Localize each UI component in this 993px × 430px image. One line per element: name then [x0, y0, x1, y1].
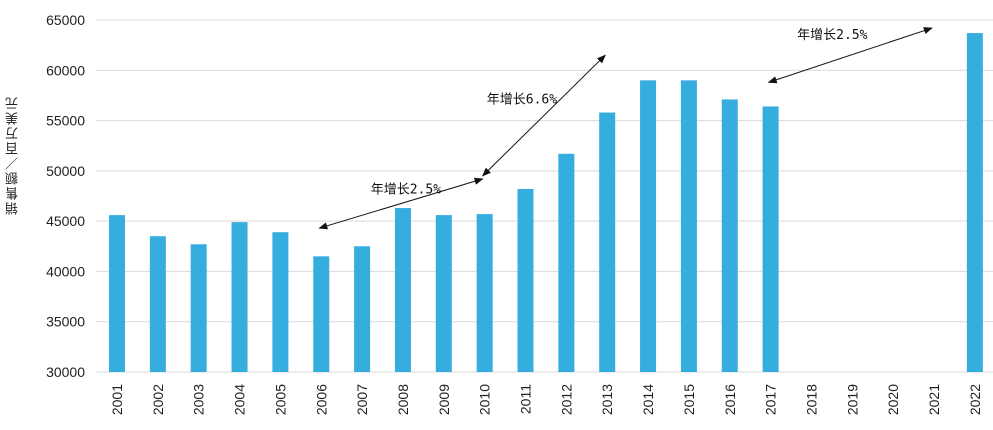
annotation-arrow [482, 54, 606, 177]
annotation-arrow [318, 177, 484, 230]
x-tick-label: 2001 [109, 384, 125, 415]
y-tick-label: 35000 [46, 314, 85, 330]
grid-layer [96, 19, 993, 373]
y-tick-label: 45000 [46, 213, 85, 229]
x-tick-label: 2004 [232, 384, 248, 415]
bar [558, 153, 575, 372]
x-tick-label: 2016 [722, 384, 738, 415]
x-tick-label: 2007 [354, 384, 370, 415]
x-tick-label: 2017 [763, 384, 779, 415]
x-tick-label: 2002 [150, 384, 166, 415]
x-tick-label: 2021 [926, 384, 942, 415]
x-tick-label: 2010 [477, 384, 493, 415]
bar [231, 222, 248, 372]
bar [354, 246, 371, 372]
bar [517, 188, 534, 372]
bar [313, 256, 330, 372]
y-tick-label: 60000 [46, 62, 85, 78]
x-tick-label: 2011 [518, 384, 534, 414]
bar [190, 244, 207, 372]
bar [966, 33, 983, 373]
bar [149, 236, 166, 372]
x-tick-label: 2018 [803, 384, 819, 415]
x-tick-label: 2009 [436, 384, 452, 415]
x-tick-label: 2003 [191, 384, 207, 415]
bar [721, 99, 738, 373]
x-tick-label: 2005 [272, 384, 288, 415]
annotation-layer: 年增长2.5% 年增长6.6% 年增长2.5% [318, 27, 933, 230]
bar [599, 112, 616, 373]
x-tick-label: 2013 [599, 384, 615, 415]
annotation-label: 年增长2.5% [371, 183, 441, 198]
bar [476, 214, 493, 372]
x-tick-label: 2022 [967, 384, 983, 415]
x-tick-label: 2019 [844, 384, 860, 415]
y-tick-label: 30000 [46, 364, 85, 380]
y-tick-label: 40000 [46, 263, 85, 279]
x-tick-label: 2006 [313, 384, 329, 415]
annotation-label: 年增长2.5% [797, 28, 867, 43]
axis-layer: 30000 35000 40000 45000 50000 55000 60000 65000… [46, 12, 983, 415]
x-tick-label: 2012 [558, 384, 574, 415]
bar [394, 208, 411, 372]
bar [640, 80, 657, 372]
annotation-label: 年增长6.6% [487, 93, 557, 108]
bar [762, 106, 779, 373]
bar [435, 215, 452, 372]
annotation-arrow [767, 27, 933, 84]
x-tick-label: 2008 [395, 384, 411, 415]
x-tick-label: 2015 [681, 384, 697, 415]
y-tick-label: 55000 [46, 113, 85, 129]
bar [680, 80, 697, 372]
bar-layer [109, 33, 983, 373]
y-tick-label: 65000 [46, 12, 85, 28]
x-tick-label: 2020 [885, 384, 901, 415]
x-tick-label: 2014 [640, 384, 656, 415]
bar [109, 215, 125, 372]
y-tick-label: 50000 [46, 163, 85, 179]
bar [272, 232, 289, 372]
